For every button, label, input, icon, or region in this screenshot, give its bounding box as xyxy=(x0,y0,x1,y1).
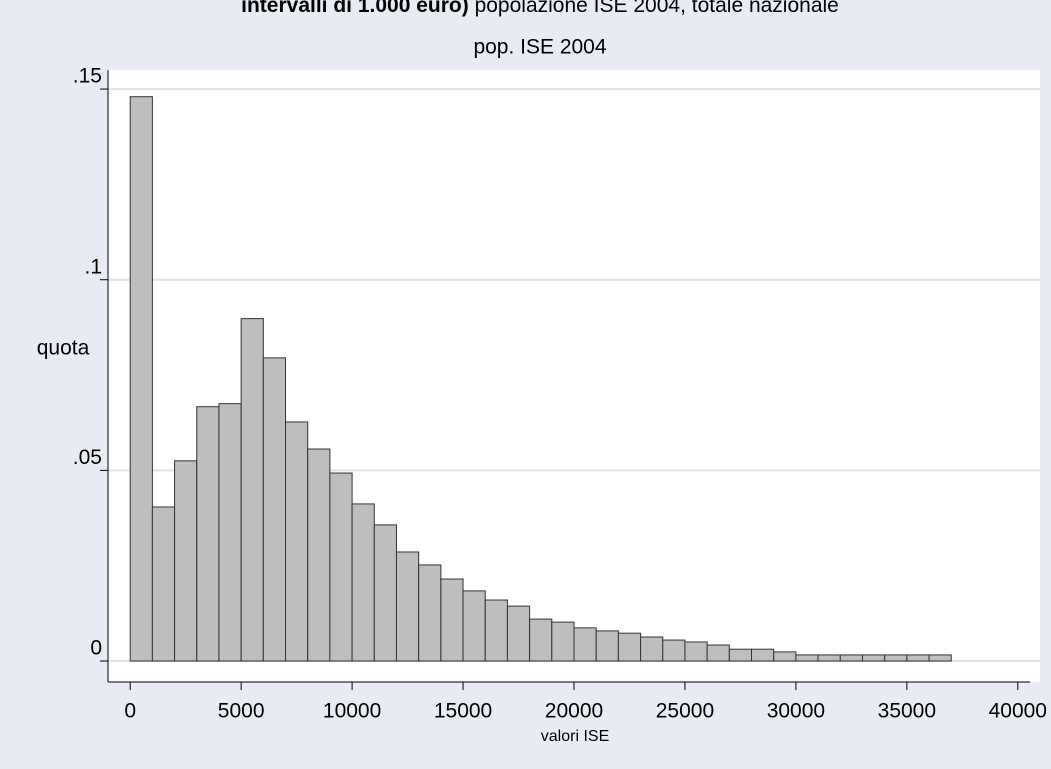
bar xyxy=(906,654,930,662)
bar xyxy=(706,644,730,662)
y-axis-label: quota xyxy=(37,337,90,360)
title-rest: popolazione ISE 2004, totale nazionale xyxy=(475,0,839,17)
bar xyxy=(529,618,553,662)
y-tick-label: 0 xyxy=(90,637,102,660)
bar xyxy=(218,403,242,662)
x-tick-label: 15000 xyxy=(434,700,492,723)
bar xyxy=(351,503,375,662)
bar xyxy=(151,506,176,662)
x-tick-label: 10000 xyxy=(323,700,381,723)
bar xyxy=(839,654,863,662)
x-tick-label: 20000 xyxy=(545,700,603,723)
x-tick-label: 30000 xyxy=(767,700,825,723)
bar xyxy=(329,472,353,662)
x-tick-label: 5000 xyxy=(218,700,265,723)
bar xyxy=(684,641,708,662)
y-tick-label: .1 xyxy=(84,255,102,278)
bar xyxy=(795,654,819,662)
bar xyxy=(484,599,508,662)
bar xyxy=(928,654,952,662)
bar xyxy=(617,632,642,662)
subtitle: pop. ISE 2004 xyxy=(473,36,606,59)
bar xyxy=(196,406,220,662)
bar xyxy=(573,627,597,662)
x-tick-label: 25000 xyxy=(656,700,714,723)
bar xyxy=(773,651,797,662)
y-tick-label: .05 xyxy=(73,446,102,469)
bar xyxy=(506,605,531,662)
bar xyxy=(817,654,841,662)
chart-title: intervalli di 1.000 euro) popolazione IS… xyxy=(241,0,839,17)
bar xyxy=(240,318,264,662)
x-tick-label: 0 xyxy=(124,700,136,723)
bar xyxy=(285,421,309,662)
bar xyxy=(551,621,575,662)
bar xyxy=(174,460,198,662)
x-tick-label: 40000 xyxy=(989,700,1047,723)
bar xyxy=(662,639,686,662)
bar xyxy=(861,654,886,662)
bar xyxy=(129,96,153,662)
x-tick-label: 35000 xyxy=(878,700,936,723)
title-bold: intervalli di 1.000 euro) xyxy=(241,0,469,17)
bar xyxy=(462,590,486,662)
bar xyxy=(262,357,287,662)
y-tick-label: .15 xyxy=(73,65,102,88)
bar xyxy=(307,448,331,662)
bar xyxy=(395,551,420,662)
bar xyxy=(884,654,908,662)
bar xyxy=(440,578,464,662)
bar xyxy=(751,648,775,662)
bar xyxy=(728,648,753,662)
bar xyxy=(595,630,619,662)
x-axis-label: valori ISE xyxy=(541,728,609,745)
bar xyxy=(418,564,442,662)
bar xyxy=(640,636,664,662)
bar xyxy=(373,524,397,662)
